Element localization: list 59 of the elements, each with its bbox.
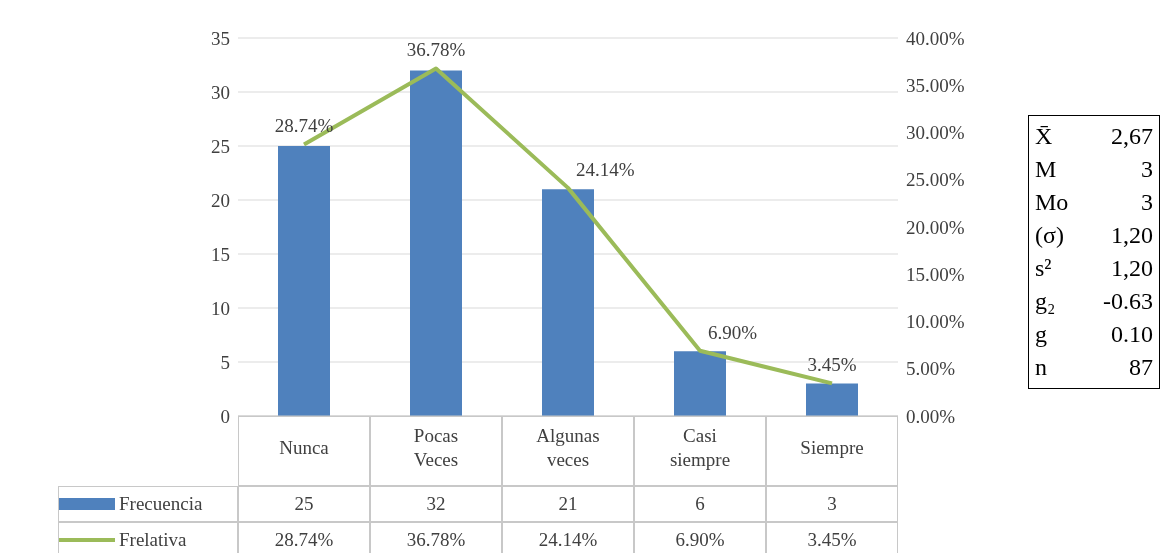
text: X̄ — [1035, 123, 1053, 150]
text: 3 — [1141, 156, 1153, 183]
y-tick-label: 5 — [220, 351, 230, 373]
text: 28.74% — [274, 115, 334, 137]
y-tick-label: 10 — [211, 297, 230, 319]
text: 6.90% — [708, 321, 758, 343]
text: n — [1035, 354, 1047, 381]
y2-tick-label: 40.00% — [906, 27, 965, 49]
x-tick-label: Casi siempre — [669, 425, 731, 470]
data-label: 3 — [766, 486, 898, 522]
text: (σ) — [1035, 222, 1064, 249]
y2-tick-label: 10.00% — [906, 311, 965, 333]
text: 2,67 — [1111, 123, 1153, 150]
bar — [806, 383, 858, 416]
bar — [542, 189, 594, 416]
y-tick-label: 25 — [211, 135, 230, 157]
text: 87 — [1129, 354, 1153, 381]
data-label: 6.90% — [634, 522, 766, 553]
text: Mo — [1035, 189, 1069, 216]
bar — [674, 351, 726, 416]
data-label: 28.74% — [238, 522, 370, 553]
x-tick-label: Siempre — [800, 437, 864, 458]
data-label: 3.45% — [766, 522, 898, 553]
x-tick-label: Pocas Veces — [413, 425, 459, 470]
x-tick-label: Nunca — [279, 437, 330, 458]
text: 0.10 — [1111, 321, 1153, 348]
data-label: 36.78% — [370, 522, 502, 553]
bar — [278, 146, 330, 416]
text: M — [1035, 156, 1057, 183]
y-tick-label: 20 — [211, 189, 230, 211]
text: s² — [1035, 255, 1052, 282]
data-label: 6 — [634, 486, 766, 522]
text: 3.45% — [807, 354, 857, 376]
text: g — [1035, 321, 1047, 348]
legend-label: Frecuencia — [118, 493, 203, 515]
y2-tick-label: 15.00% — [906, 263, 965, 285]
y-tick-label: 30 — [211, 81, 230, 103]
legend-label: Frelativa — [118, 529, 187, 551]
y2-tick-label: 30.00% — [906, 122, 965, 144]
y2-tick-label: 0.00% — [906, 405, 956, 427]
text: -0.63 — [1103, 288, 1153, 315]
text: 24.14% — [576, 158, 635, 180]
data-label: 24.14% — [502, 522, 634, 553]
y-tick-label: 15 — [211, 243, 230, 265]
text: 36.78% — [406, 39, 466, 61]
y2-tick-label: 20.00% — [906, 216, 965, 238]
text: g₂ — [1035, 288, 1056, 315]
text: 3 — [1141, 189, 1153, 216]
y2-tick-label: 25.00% — [906, 169, 965, 191]
text: 1,20 — [1111, 222, 1153, 249]
y2-tick-label: 35.00% — [906, 75, 965, 96]
x-tick-label: Algunas veces — [536, 425, 600, 470]
y-tick-label: 0 — [220, 405, 230, 427]
data-label: 21 — [502, 486, 634, 522]
bar — [410, 70, 462, 416]
data-label: 32 — [370, 486, 502, 522]
y2-tick-label: 5.00% — [906, 358, 956, 380]
y-tick-label: 35 — [211, 27, 230, 49]
text: 1,20 — [1111, 255, 1153, 282]
